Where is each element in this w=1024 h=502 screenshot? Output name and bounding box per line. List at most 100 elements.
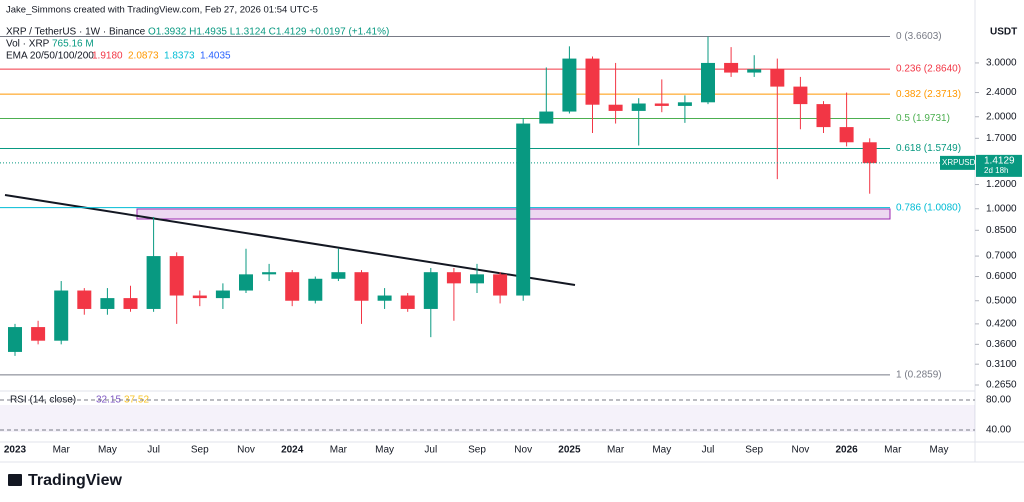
y-tick-label: 0.5000 — [986, 295, 1017, 306]
y-tick-label: 2.0000 — [986, 111, 1017, 122]
candle-body — [493, 274, 508, 296]
fib-label: 0.382 (2.3713) — [896, 89, 961, 100]
candle-body — [677, 102, 692, 106]
x-tick-label: May — [98, 445, 117, 456]
rsi-tick-label: 40.00 — [986, 425, 1011, 436]
price-box — [976, 154, 1022, 177]
volume-value: 765.16 M — [52, 39, 94, 50]
x-tick-label: Jul — [702, 445, 715, 456]
rsi-band — [0, 405, 975, 432]
candle-body — [8, 327, 22, 352]
support-zone — [136, 208, 891, 220]
y-tick-label: 0.2650 — [986, 380, 1017, 391]
x-tick-label: May — [930, 445, 949, 456]
y-tick-label: 2.4000 — [986, 87, 1017, 98]
candle-body — [77, 290, 92, 309]
fib-label: 0.5 (1.9731) — [896, 113, 950, 124]
candle-body — [192, 295, 207, 299]
candle-body — [747, 69, 762, 73]
currency: USDT — [990, 27, 1017, 38]
x-tick-label: Jul — [147, 445, 160, 456]
candle-body — [724, 62, 739, 73]
candle-body — [446, 272, 461, 284]
candle-body — [377, 295, 392, 301]
price-label: 1.4129 — [984, 156, 1015, 167]
x-tick-label: Mar — [884, 445, 902, 456]
volume-label: Vol · XRP — [6, 39, 50, 50]
x-tick-label: Sep — [191, 445, 209, 456]
candle-body — [123, 298, 138, 309]
x-tick-label: Nov — [792, 445, 810, 456]
candle-body — [239, 274, 253, 291]
candle-body — [146, 256, 161, 309]
candle-body — [169, 256, 184, 296]
ema-value: 1.4035 — [200, 51, 231, 62]
y-tick-label: 0.4200 — [986, 319, 1017, 330]
fib-label: 0.618 (1.5749) — [896, 143, 961, 154]
x-tick-label: Sep — [745, 445, 763, 456]
candle-body — [770, 69, 785, 87]
candle-body — [54, 290, 69, 341]
y-tick-label: 0.7000 — [986, 251, 1017, 262]
rsi-tick-label: 80.00 — [986, 395, 1011, 406]
logo: TradingView — [8, 472, 123, 489]
fib-label: 1 (0.2859) — [896, 370, 942, 381]
y-tick-label: 1.0000 — [986, 203, 1017, 214]
candle-body — [562, 58, 577, 112]
x-tick-label: May — [375, 445, 394, 456]
candle-body — [862, 142, 877, 164]
candle-body — [539, 111, 554, 124]
candle-body — [631, 103, 646, 111]
ema-value: 1.8373 — [164, 51, 195, 62]
x-tick-label: Nov — [237, 445, 255, 456]
candle-body — [470, 274, 484, 284]
ohlc: O1.3932 H1.4935 L1.3124 C1.4129 +0.0197 … — [148, 27, 389, 38]
y-tick-label: 0.6000 — [986, 271, 1017, 282]
ema-value: 2.0873 — [128, 51, 159, 62]
candle-body — [31, 327, 46, 341]
x-tick-label: Mar — [607, 445, 625, 456]
y-tick-label: 0.3100 — [986, 359, 1017, 370]
candle-body — [701, 62, 715, 103]
candle-body — [516, 123, 531, 296]
candle-body — [654, 103, 669, 106]
candle-body — [585, 58, 600, 105]
x-tick-label: 2023 — [4, 445, 27, 456]
x-tick-label: Mar — [53, 445, 71, 456]
symbol-box — [940, 155, 975, 170]
x-tick-label: Jul — [424, 445, 437, 456]
y-tick-label: 3.0000 — [986, 58, 1017, 69]
fib-label: 0 (3.6603) — [896, 31, 942, 42]
candle-body — [354, 272, 369, 301]
x-tick-label: May — [652, 445, 671, 456]
x-tick-label: 2025 — [558, 445, 581, 456]
candle-body — [285, 272, 300, 301]
x-tick-label: Mar — [330, 445, 348, 456]
candle-body — [262, 272, 277, 275]
candle-body — [423, 272, 438, 309]
logo-mark — [8, 474, 22, 486]
fib-label: 0.786 (1.0080) — [896, 202, 961, 213]
x-tick-label: Sep — [468, 445, 486, 456]
candle-body — [100, 298, 115, 309]
y-tick-label: 1.7000 — [986, 133, 1017, 144]
credit: Jake_Simmons created with TradingView.co… — [6, 5, 318, 16]
x-tick-label: 2024 — [281, 445, 304, 456]
candle-body — [839, 127, 854, 143]
x-tick-label: 2026 — [835, 445, 858, 456]
candle-body — [608, 104, 623, 111]
symbol-label: XRPUSDT — [942, 158, 980, 167]
ema-label: EMA 20/50/100/200 — [6, 51, 94, 62]
countdown: 2d 18h — [984, 166, 1008, 175]
candle-body — [331, 272, 346, 279]
trendline — [4, 194, 576, 286]
candle-body — [215, 290, 230, 299]
y-tick-label: 0.8500 — [986, 225, 1017, 236]
y-tick-label: 0.3600 — [986, 339, 1017, 350]
x-tick-label: Nov — [514, 445, 532, 456]
candle-body — [816, 104, 831, 128]
fib-label: 0.236 (2.8640) — [896, 64, 961, 75]
